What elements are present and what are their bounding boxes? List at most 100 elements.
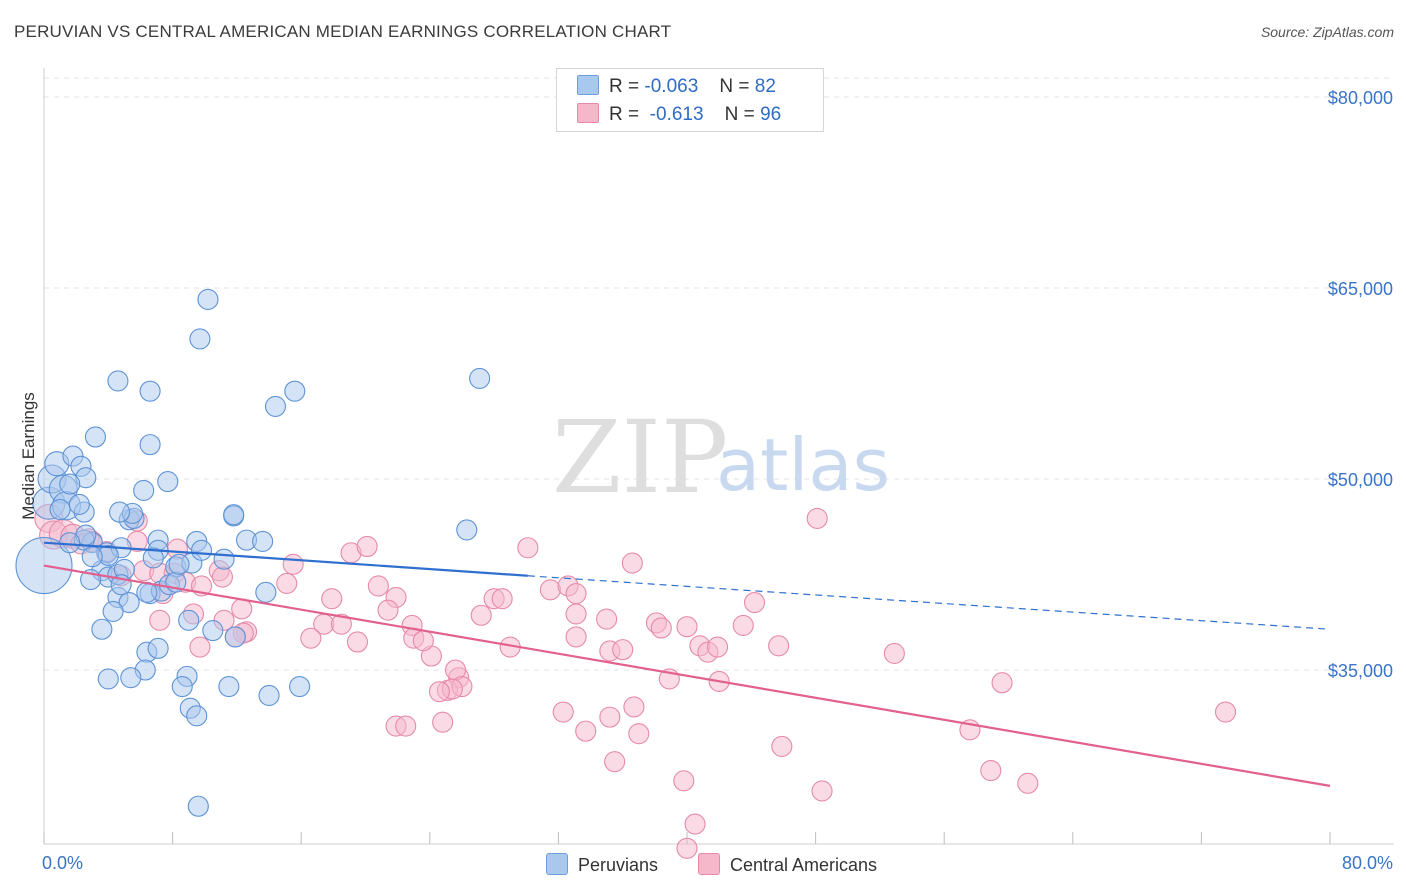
peruvian-point [264, 395, 287, 417]
source-note: Source: ZipAtlas.com [1260, 24, 1394, 40]
peruvian-point [223, 504, 245, 526]
central-americans-trend-line [43, 564, 1331, 787]
peruvian-point [197, 288, 219, 311]
central-american-point [575, 720, 597, 742]
central-american-point [356, 535, 378, 558]
y-tick-label: $35,000 [1328, 661, 1393, 681]
central-american-point [980, 760, 1002, 782]
peruvians-trend-extension [527, 575, 1331, 630]
peruvian-point [178, 609, 200, 631]
y-tick-label: $50,000 [1328, 470, 1393, 490]
peruvian-point [171, 676, 193, 698]
central-american-point [676, 837, 698, 859]
x-tick-label-min: 0.0% [42, 853, 83, 873]
central-american-point [377, 599, 399, 621]
peruvian-point [218, 676, 240, 698]
peruvian-point [68, 493, 90, 516]
central-american-point [684, 813, 706, 835]
central-american-point [517, 537, 539, 559]
central-american-point [806, 507, 828, 530]
peruvian-point [59, 473, 81, 495]
central-american-point [282, 553, 304, 575]
trend-lines [43, 541, 1331, 787]
legend-n-label-1: N = [719, 76, 750, 97]
peruvian-point [84, 426, 106, 448]
legend-r-value-central-americans: -0.613 [649, 104, 704, 125]
peruvians-points [15, 288, 491, 817]
legend-r-value-peruvians: -0.063 [644, 76, 699, 97]
central-american-point [596, 608, 618, 630]
chart-title: PERUVIAN VS CENTRAL AMERICAN MEDIAN EARN… [14, 22, 672, 41]
peruvian-point [190, 539, 213, 561]
peruvian-point [97, 668, 119, 690]
y-tick-label: $80,000 [1328, 88, 1393, 108]
peruvian-point [147, 637, 169, 659]
legend-row-peruvians: R = -0.063 N = 82 [577, 75, 776, 98]
peruvian-point [186, 705, 208, 727]
peruvian-point [213, 548, 235, 570]
watermark-zip: ZIP [552, 399, 728, 516]
bottom-legend-peruvians: Peruvians [546, 853, 658, 876]
central-american-point [628, 723, 650, 745]
central-american-point [565, 583, 587, 605]
peruvian-point [289, 676, 311, 698]
central-americans-points [34, 503, 1237, 859]
y-axis-title: Median Earnings [19, 392, 38, 520]
central-american-point [552, 701, 574, 723]
peruvian-point [168, 553, 190, 575]
watermark: ZIP atlas [552, 399, 890, 516]
central-american-point [811, 780, 833, 802]
peruvian-point [157, 470, 179, 493]
peruvian-point [252, 530, 274, 552]
bottom-legend-central-americans: Central Americans [698, 853, 877, 876]
central-american-point [732, 614, 754, 636]
bottom-legend-peruvians-label: Peruvians [578, 855, 659, 875]
legend-n-value-peruvians: 82 [754, 76, 776, 97]
central-american-point [300, 627, 322, 649]
central-american-point [395, 715, 417, 737]
peruvian-point [109, 501, 131, 523]
peruvian-point [258, 684, 280, 707]
bottom-legend-peruvians-swatch [546, 853, 568, 875]
central-american-point [612, 639, 634, 661]
central-american-point [330, 613, 352, 635]
legend-n-label-2: N = [724, 104, 755, 125]
legend-r-label-2: R = [609, 104, 640, 125]
central-american-point [276, 572, 298, 594]
central-american-point [189, 636, 211, 658]
axes [43, 68, 1394, 845]
peruvian-point [81, 546, 103, 568]
peruvian-point [102, 600, 124, 622]
peruvian-point [59, 532, 81, 554]
central-american-point [623, 696, 645, 718]
central-american-point [706, 636, 729, 658]
central-american-point [231, 598, 253, 620]
central-american-point [771, 735, 793, 757]
peruvian-point [224, 626, 246, 648]
central-american-point [621, 552, 643, 574]
central-american-point [883, 642, 905, 664]
central-american-point [470, 604, 492, 626]
central-american-point [673, 770, 695, 792]
peruvian-point [107, 370, 129, 392]
central-american-point [599, 706, 621, 728]
central-american-point [491, 588, 513, 610]
y-tick-label: $65,000 [1328, 279, 1393, 299]
central-american-point [565, 626, 587, 648]
central-american-point [412, 630, 434, 652]
legend-r-label-1: R = [609, 76, 640, 97]
peruvian-point [118, 591, 140, 614]
peruvians-swatch [577, 75, 599, 95]
central-american-point [539, 579, 561, 601]
central-americans-swatch [577, 103, 599, 123]
peruvian-point [284, 380, 306, 402]
peruvian-point [469, 367, 491, 389]
gridlines [44, 77, 1394, 671]
peruvian-point [142, 547, 164, 569]
central-american-point [604, 751, 626, 773]
peruvian-point [91, 618, 113, 640]
peruvian-point [187, 795, 209, 817]
central-american-point [650, 617, 672, 639]
central-american-point [346, 631, 369, 653]
